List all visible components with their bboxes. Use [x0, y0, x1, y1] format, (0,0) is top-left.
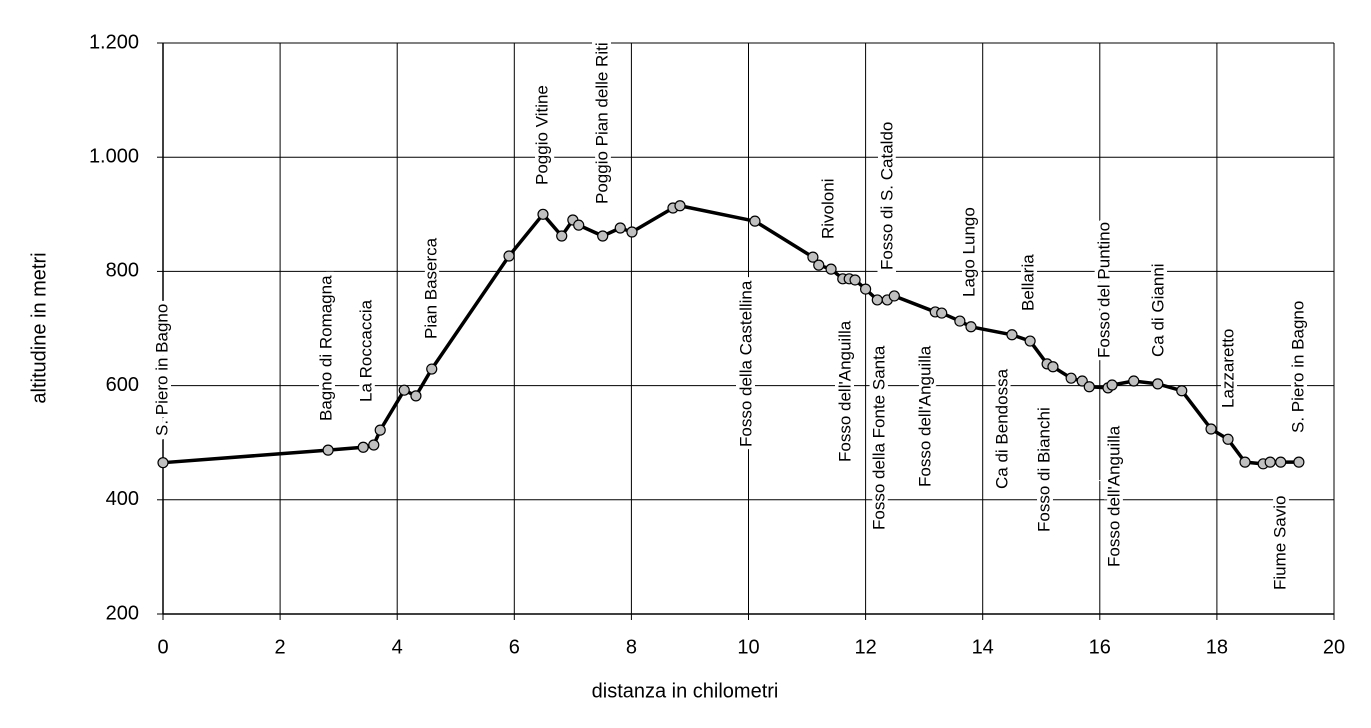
marker — [954, 315, 966, 327]
marker — [503, 250, 515, 262]
marker — [1152, 378, 1164, 390]
y-tick-label: 200 — [106, 602, 139, 624]
annotation: Fosso della Castellina — [736, 280, 755, 447]
marker — [859, 283, 872, 295]
annotation: Fosso di Bianchi — [1034, 407, 1053, 532]
marker — [1128, 375, 1140, 387]
marker — [626, 226, 638, 238]
marker — [1205, 423, 1217, 435]
x-tick-label: 8 — [626, 636, 637, 658]
marker — [1047, 361, 1059, 373]
marker — [1065, 372, 1077, 384]
marker — [398, 384, 410, 396]
x-tick-label: 0 — [157, 636, 168, 658]
marker — [556, 230, 568, 242]
x-tick-label: 10 — [737, 636, 759, 658]
marker — [1222, 433, 1234, 445]
annotation: Fosso di S. Cataldo — [877, 122, 896, 270]
x-tick-label: 14 — [972, 636, 994, 658]
annotation: Fosso della Fonte Santa — [869, 345, 888, 530]
marker — [888, 290, 900, 302]
annotation: Pian Baserca — [421, 237, 440, 339]
annotation: Bagno di Romagna — [316, 275, 335, 421]
annotation: Poggio Pian delle Riti — [592, 42, 611, 204]
x-tick-label: 6 — [509, 636, 520, 658]
x-tick-label: 4 — [392, 636, 403, 658]
marker — [157, 457, 169, 469]
marker — [410, 390, 422, 402]
marker — [825, 263, 837, 275]
marker — [597, 230, 609, 242]
marker — [426, 363, 438, 375]
marker — [849, 274, 861, 286]
line — [162, 203, 1299, 466]
marker — [537, 208, 549, 220]
marker — [1106, 379, 1118, 391]
annotation: S. Piero in Bagno — [152, 304, 171, 436]
marker — [368, 439, 380, 451]
x-tick-label: 18 — [1206, 636, 1228, 658]
marker — [1264, 456, 1276, 468]
marker — [573, 219, 585, 231]
marker — [1176, 385, 1188, 397]
marker — [749, 215, 761, 227]
annotation: Ca di Gianni — [1148, 263, 1167, 357]
y-tick-label: 600 — [106, 374, 139, 396]
annotation: Bellaria — [1018, 254, 1037, 311]
annotation: Rivoloni — [818, 179, 837, 239]
marker — [322, 444, 334, 456]
y-axis-title: altitudine in metri — [28, 252, 50, 403]
marker — [614, 222, 626, 234]
x-tick-label: 20 — [1323, 636, 1345, 658]
x-tick-label: 2 — [275, 636, 286, 658]
y-tick-label: 1.200 — [89, 31, 139, 53]
x-axis-title: distanza in chilometri — [592, 680, 779, 702]
annotation: Fosso dell'Anguilla — [915, 345, 934, 487]
annotation: Ca di Bendossa — [992, 368, 1011, 489]
marker — [1024, 335, 1036, 347]
marker — [965, 321, 977, 333]
marker — [374, 424, 386, 436]
marker — [1083, 381, 1095, 393]
marker — [1006, 329, 1018, 341]
annotation: Poggio Vitine — [532, 85, 551, 185]
annotation: S. Piero in Bagno — [1288, 301, 1307, 433]
annotation: Lazzaretto — [1218, 329, 1237, 408]
annotation: La Roccaccia — [356, 299, 375, 402]
x-tick-label: 12 — [854, 636, 876, 658]
x-tick-label: 16 — [1089, 636, 1111, 658]
marker — [807, 251, 819, 263]
y-tick-label: 1.000 — [89, 145, 139, 167]
marker — [1275, 456, 1287, 468]
marker — [674, 200, 686, 212]
y-tick-label: 400 — [106, 488, 139, 510]
marker — [871, 294, 883, 306]
annotation: Fiume Savio — [1270, 496, 1289, 590]
marker — [936, 307, 948, 319]
y-tick-label: 800 — [106, 260, 139, 282]
annotation: Fosso dell'Anguilla — [835, 320, 854, 462]
marker — [813, 259, 825, 271]
annotation: Fosso del Puntino — [1094, 222, 1113, 358]
marker — [1239, 456, 1251, 468]
marker — [1293, 456, 1305, 468]
annotation: Lago Lungo — [959, 207, 978, 297]
annotation: Fosso dell'Anguilla — [1104, 425, 1123, 567]
marker — [357, 441, 369, 453]
